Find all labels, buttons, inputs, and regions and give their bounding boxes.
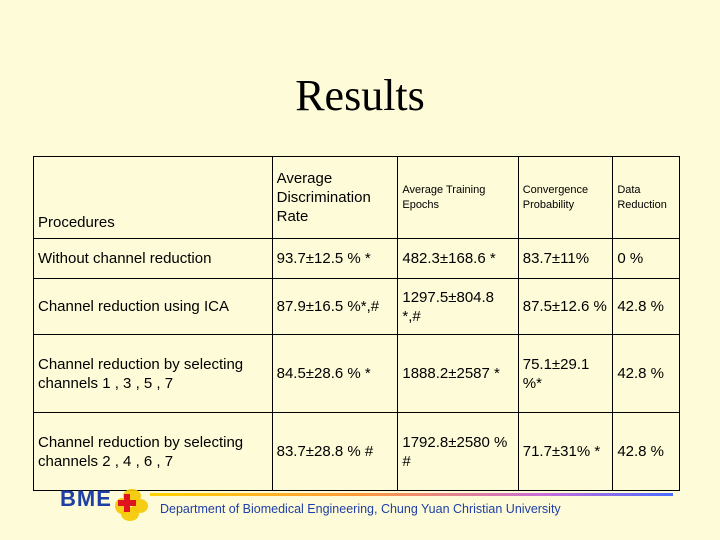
table-row: Without channel reduction 93.7±12.5 % * … (33, 238, 680, 279)
row-reduction: 42.8 % (612, 334, 680, 413)
row-epochs: 482.3±168.6 * (397, 238, 519, 279)
row-convergence: 87.5±12.6 % (517, 278, 614, 335)
footer-department: Department of Biomedical Engineering, Ch… (160, 502, 561, 516)
row-reduction: 0 % (612, 238, 680, 279)
row-discrimination: 87.9±16.5 %*,# (271, 278, 399, 335)
row-procedure: Without channel reduction (33, 238, 273, 279)
row-procedure: Channel reduction by selecting channels … (33, 412, 273, 491)
row-reduction: 42.8 % (612, 278, 680, 335)
row-procedure: Channel reduction using ICA (33, 278, 273, 335)
row-convergence: 83.7±11% (517, 238, 614, 279)
logo-flower-icon (115, 489, 148, 521)
bme-logo: BME (60, 484, 160, 524)
row-epochs: 1792.8±2580 % # (397, 412, 519, 491)
table-row: Channel reduction by selecting channels … (33, 334, 680, 413)
row-epochs: 1888.2±2587 * (397, 334, 519, 413)
header-procedures: Procedures (33, 156, 273, 239)
table-header-row: Procedures Average Discrimination Rate A… (33, 156, 680, 239)
table-row: Channel reduction using ICA 87.9±16.5 %*… (33, 278, 680, 335)
row-procedure: Channel reduction by selecting channels … (33, 334, 273, 413)
row-reduction: 42.8 % (612, 412, 680, 491)
row-discrimination: 84.5±28.6 % * (271, 334, 399, 413)
row-discrimination: 83.7±28.8 % # (271, 412, 399, 491)
table-row: Channel reduction by selecting channels … (33, 412, 680, 491)
header-convergence-probability: Convergence Probability (517, 156, 614, 239)
header-discrimination-rate: Average Discrimination Rate (271, 156, 399, 239)
header-training-epochs: Average Training Epochs (397, 156, 519, 239)
logo-text: BME (60, 486, 112, 511)
row-convergence: 71.7±31% * (517, 412, 614, 491)
slide-title: Results (295, 71, 425, 120)
footer-divider (150, 493, 673, 496)
header-data-reduction: Data Reduction (612, 156, 680, 239)
row-epochs: 1297.5±804.8 *,# (397, 278, 519, 335)
row-convergence: 75.1±29.1 %* (517, 334, 614, 413)
row-discrimination: 93.7±12.5 % * (271, 238, 399, 279)
results-table: Procedures Average Discrimination Rate A… (33, 156, 680, 491)
